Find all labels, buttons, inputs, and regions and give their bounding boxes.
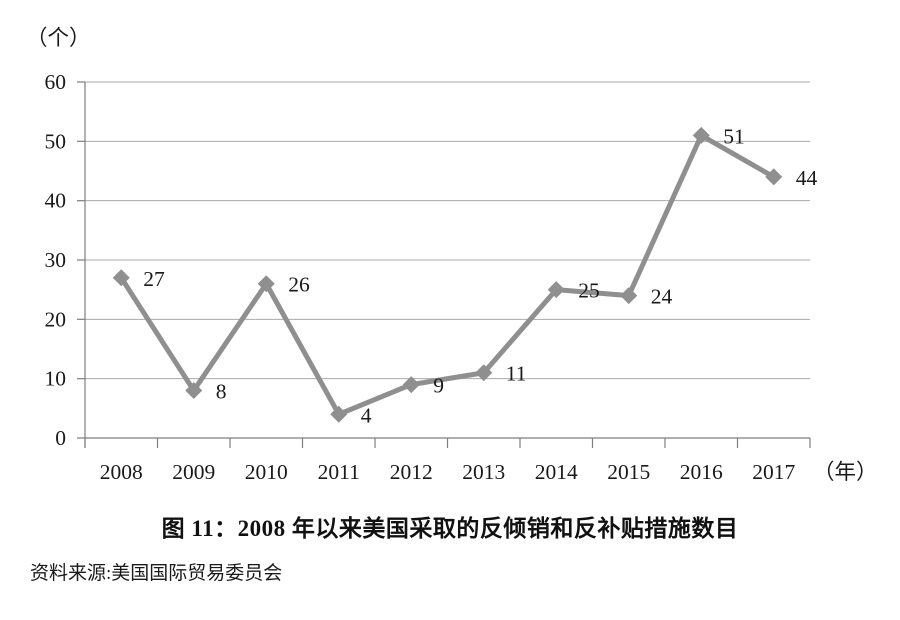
y-tick-label: 50 [45,129,67,153]
data-point-marker [620,287,638,305]
data-point-marker [185,382,203,400]
data-point-label: 27 [143,267,165,291]
data-point-marker [402,376,420,394]
data-point-label: 9 [433,374,444,398]
x-tick-label: 2011 [318,460,360,484]
data-point-label: 44 [796,166,818,190]
x-tick-label: 2016 [680,460,723,484]
data-point-marker [257,275,275,293]
data-point-marker [112,269,130,287]
data-point-marker [330,405,348,423]
y-tick-label: 20 [45,307,67,331]
chart-title: 图 11：2008 年以来美国采取的反倾销和反补贴措施数目 [161,516,739,541]
data-point-label: 51 [723,124,745,148]
data-point-label: 8 [216,380,227,404]
y-tick-label: 60 [45,70,67,94]
data-point-marker [765,168,783,186]
data-point-marker [547,281,565,299]
x-tick-label: 2009 [172,460,215,484]
data-point-label: 26 [288,273,310,297]
data-point-label: 4 [361,403,372,427]
y-tick-label: 30 [45,248,67,272]
x-tick-label: 2010 [245,460,288,484]
data-point-label: 25 [578,279,600,303]
data-point-marker [475,364,493,382]
y-unit-label: （个） [26,26,91,50]
x-tick-label: 2015 [607,460,650,484]
x-tick-label: 2012 [390,460,433,484]
data-point-label: 24 [651,285,673,309]
data-line [118,132,777,417]
x-tick-label: 2013 [462,460,505,484]
y-tick-label: 40 [45,189,67,213]
chart-source: 资料来源:美国国际贸易委员会 [30,563,283,584]
y-tick-label: 0 [55,426,66,450]
x-tick-label: 2017 [752,460,795,484]
x-tick-label: 2008 [100,460,143,484]
data-point-label: 11 [506,362,527,386]
x-unit-label: （年） [813,460,878,484]
data-point-marker [692,126,710,144]
x-tick-label: 2014 [535,460,578,484]
line-chart: 0 10 20 30 40 50 60 2008 2009 2010 2011 2012 2013 201… [26,26,878,484]
y-tick-label: 10 [45,367,67,391]
